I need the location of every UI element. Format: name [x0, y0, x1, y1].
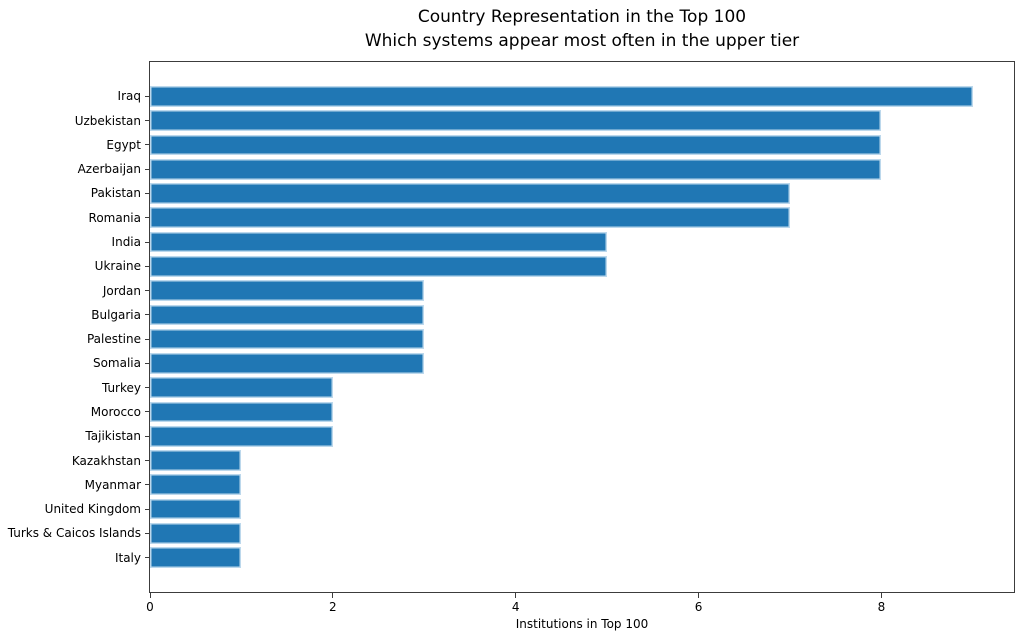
x-tick-label: 4 — [511, 600, 520, 614]
y-tick-mark — [145, 460, 150, 461]
y-tick-mark — [145, 265, 150, 267]
y-tick-mark — [145, 411, 150, 413]
y-tick-label: Palestine — [86, 332, 141, 347]
y-tick-mark — [145, 217, 150, 219]
bar-united-kingdom — [150, 498, 242, 520]
x-tick-mark — [332, 593, 334, 598]
bar-italy — [150, 547, 242, 568]
y-tick-label: Uzbekistan — [74, 113, 141, 128]
bar-india — [150, 231, 608, 253]
bar-bulgaria — [150, 304, 425, 326]
y-tick-mark — [145, 314, 150, 316]
y-tick-label: Tajikistan — [85, 429, 141, 444]
y-tick-label: Romania — [88, 210, 141, 225]
y-tick-mark — [145, 532, 150, 534]
y-tick-mark — [145, 144, 150, 146]
bar-ukraine — [150, 256, 608, 277]
bar-azerbaijan — [150, 158, 882, 180]
y-tick-label: United Kingdom — [44, 502, 141, 517]
bar-morocco — [150, 401, 333, 423]
y-tick-label: Somalia — [92, 356, 141, 371]
x-tick-label: 6 — [694, 600, 703, 614]
bar-romania — [150, 207, 790, 229]
y-tick-mark — [145, 435, 150, 437]
plot-area: Institutions in Top 100 Iraq Uzbekistan Eg… — [8, 61, 1015, 631]
bar-kazakhstan — [150, 450, 242, 471]
bar-uzbekistan — [150, 110, 882, 131]
y-tick-mark — [145, 387, 150, 389]
y-tick-label: Kazakhstan — [71, 453, 141, 468]
y-tick-mark — [145, 95, 150, 97]
x-axis-label: Institutions in Top 100 — [515, 617, 649, 631]
x-tick-mark — [880, 593, 882, 598]
bar-myanmar — [150, 474, 242, 496]
y-tick-label: Myanmar — [84, 477, 141, 492]
chart-subtitle: Which systems appear most often in the u… — [364, 31, 800, 51]
y-tick-mark — [145, 508, 150, 510]
y-tick-label: Jordan — [102, 283, 141, 298]
y-tick-label: Bulgaria — [91, 307, 141, 322]
y-tick-mark — [145, 338, 150, 340]
bar-egypt — [150, 134, 882, 156]
y-tick-label: Italy — [114, 550, 141, 565]
bar-turkey — [150, 377, 333, 398]
y-tick-mark — [145, 120, 150, 122]
y-tick-mark — [145, 557, 150, 559]
y-tick-label: Pakistan — [90, 186, 141, 201]
x-tick-label: 8 — [877, 600, 886, 614]
y-tick-label: Egypt — [106, 137, 141, 152]
y-tick-label: Azerbaijan — [77, 162, 141, 177]
y-tick-label: India — [111, 235, 141, 250]
y-tick-mark — [145, 290, 150, 292]
x-tick-mark — [515, 593, 517, 598]
bar-turks-caicos-islands — [150, 523, 242, 544]
x-tick-label: 0 — [146, 600, 154, 614]
y-tick-label: Turks & Caicos Islands — [7, 526, 141, 541]
y-tick-label: Turkey — [101, 380, 141, 395]
y-tick-mark — [145, 241, 150, 243]
y-tick-label: Ukraine — [94, 259, 141, 274]
x-tick-label: 2 — [329, 600, 337, 614]
bar-tajikistan — [150, 425, 333, 447]
y-tick-mark — [145, 168, 150, 170]
y-tick-label: Morocco — [90, 404, 141, 419]
title-block: Country Representation in the Top 100 Wh… — [149, 5, 1015, 53]
y-tick-mark — [145, 192, 150, 194]
y-tick-mark — [145, 484, 150, 486]
bar-jordan — [150, 280, 425, 301]
x-tick-mark — [698, 593, 700, 598]
y-tick-label: Iraq — [117, 89, 141, 104]
bar-pakistan — [150, 183, 790, 204]
bar-iraq — [150, 86, 973, 107]
y-tick-mark — [145, 362, 150, 364]
x-tick-mark — [149, 593, 151, 598]
chart-title: Country Representation in the Top 100 — [417, 7, 747, 27]
bar-palestine — [150, 328, 425, 350]
bar-somalia — [150, 353, 425, 374]
